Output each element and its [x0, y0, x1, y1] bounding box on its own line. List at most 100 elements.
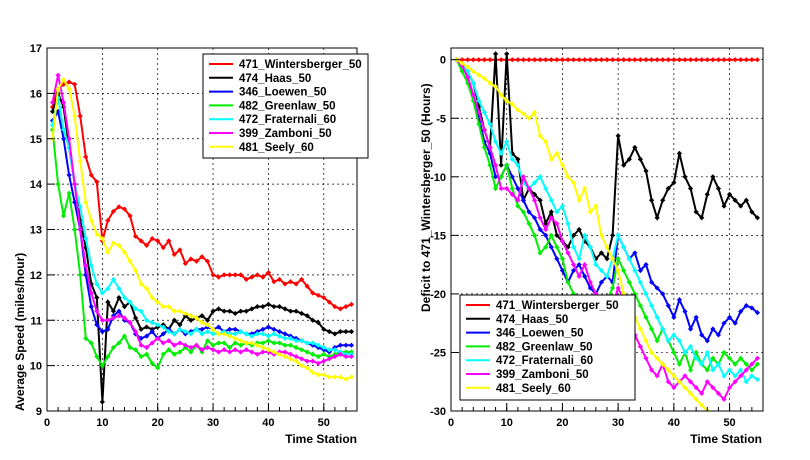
legend-label: 481_Seely_60	[496, 383, 571, 395]
data-point	[537, 57, 543, 63]
data-point	[88, 304, 94, 310]
data-point	[321, 372, 327, 378]
data-point	[287, 279, 294, 285]
data-point	[693, 396, 699, 402]
data-point	[465, 64, 471, 70]
data-point	[682, 373, 688, 379]
data-point	[282, 335, 288, 341]
data-point	[715, 57, 722, 63]
data-point	[665, 303, 671, 309]
data-point	[227, 333, 233, 339]
data-point	[704, 338, 710, 344]
data-point	[94, 308, 100, 314]
data-point	[321, 326, 327, 332]
data-point	[476, 57, 482, 63]
data-point	[343, 342, 349, 348]
data-point	[271, 331, 277, 337]
data-point	[520, 174, 527, 180]
data-point	[127, 299, 133, 305]
data-point	[710, 414, 715, 419]
data-point	[304, 349, 310, 355]
data-point	[732, 57, 738, 63]
data-point	[166, 338, 172, 344]
data-point	[498, 150, 504, 156]
data-point	[582, 232, 588, 238]
data-point	[160, 331, 166, 337]
data-point	[637, 303, 644, 309]
data-point	[188, 317, 194, 323]
data-point	[171, 308, 177, 314]
data-point	[260, 344, 266, 351]
data-point	[710, 384, 716, 391]
data-point	[554, 232, 560, 238]
data-point	[337, 374, 343, 380]
data-point	[293, 338, 299, 344]
data-point	[243, 276, 249, 283]
data-point	[749, 361, 755, 367]
data-point	[332, 304, 338, 310]
data-point	[682, 308, 688, 315]
data-point	[287, 342, 294, 348]
data-point	[66, 136, 72, 142]
data-point	[232, 331, 238, 337]
data-point	[548, 244, 554, 250]
deficit-chart-legend: 471_Wintersberger_50 474_Haas_50 346_Loewe…	[459, 294, 636, 401]
data-point	[94, 322, 100, 328]
data-point	[587, 279, 593, 285]
data-point	[310, 290, 316, 296]
data-point	[604, 273, 610, 279]
data-point	[565, 221, 571, 227]
data-point	[543, 139, 549, 145]
data-point	[121, 333, 128, 339]
data-point	[293, 344, 299, 351]
data-point	[287, 308, 294, 314]
x-tick-label: 30	[207, 417, 219, 429]
data-point	[204, 317, 211, 323]
data-point	[615, 57, 621, 63]
data-point	[287, 351, 294, 357]
data-point	[337, 328, 343, 335]
data-point	[260, 349, 266, 355]
data-point	[332, 331, 338, 337]
data-point	[293, 281, 299, 287]
data-point	[94, 179, 100, 185]
data-point	[61, 77, 67, 83]
data-point	[492, 84, 499, 90]
data-point	[238, 349, 244, 355]
data-point	[249, 340, 255, 346]
data-point	[66, 190, 72, 196]
data-point	[554, 221, 560, 227]
data-point	[509, 191, 515, 197]
y-tick-label: -20	[430, 289, 446, 301]
data-point	[116, 285, 122, 292]
data-point	[166, 304, 172, 310]
data-point	[116, 242, 122, 248]
data-point	[531, 232, 538, 238]
data-point	[743, 367, 749, 373]
data-point	[548, 57, 554, 63]
data-point	[726, 384, 733, 391]
data-point	[326, 356, 332, 362]
data-point	[609, 232, 616, 238]
data-point	[326, 299, 332, 305]
data-point	[626, 256, 632, 262]
y-tick-label: 14	[30, 179, 43, 191]
data-point	[643, 262, 649, 268]
data-point	[509, 57, 515, 63]
data-point	[221, 272, 227, 278]
data-point	[310, 358, 316, 364]
data-point	[621, 162, 627, 168]
data-point	[749, 367, 755, 373]
data-point	[537, 197, 543, 203]
data-point	[648, 57, 655, 63]
x-tick-label: 0	[44, 417, 50, 429]
data-point	[648, 326, 655, 332]
data-point	[515, 107, 521, 113]
data-point	[265, 301, 272, 307]
data-point	[193, 326, 200, 332]
data-point	[481, 127, 488, 133]
data-point	[654, 314, 660, 320]
data-point	[576, 273, 582, 279]
data-point	[149, 328, 155, 335]
